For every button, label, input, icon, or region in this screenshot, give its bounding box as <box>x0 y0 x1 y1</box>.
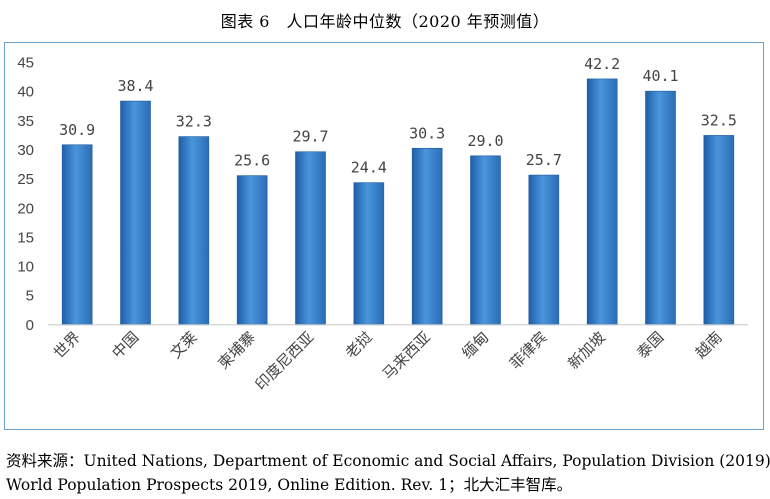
data-label: 24.4 <box>351 159 387 177</box>
data-label: 42.2 <box>584 55 620 73</box>
bar <box>353 182 385 326</box>
bar <box>703 135 735 326</box>
y-tick-label: 40 <box>17 84 34 101</box>
y-tick-label: 35 <box>17 113 34 130</box>
bar <box>528 174 560 326</box>
x-tick-label: 文莱 <box>167 328 201 362</box>
y-tick-label: 10 <box>17 259 34 276</box>
bar <box>61 144 93 326</box>
data-label: 29.0 <box>467 132 503 150</box>
x-tick-label: 泰国 <box>633 328 667 362</box>
bars: 30.9 38.4 32.3 25.6 29.7 24.4 30.3 29.0 25.7 42.2… <box>59 55 737 326</box>
data-label: 25.6 <box>234 152 270 170</box>
y-tick-label: 45 <box>17 55 34 72</box>
bar-chart: 0 5 10 15 20 25 30 35 40 45 30.9 38.4 32.3 25.6 29.7 2… <box>17 55 748 394</box>
x-tick-label: 缅甸 <box>458 328 492 362</box>
y-axis: 0 5 10 15 20 25 30 35 40 45 <box>17 55 34 334</box>
y-tick-label: 20 <box>17 200 34 217</box>
y-tick-label: 30 <box>17 142 34 159</box>
bar <box>470 155 501 326</box>
bar <box>411 147 443 326</box>
y-tick-label: 15 <box>17 229 34 246</box>
bar <box>178 136 210 326</box>
bar <box>236 175 268 326</box>
y-tick-label: 25 <box>17 171 34 188</box>
x-tick-label: 印度尼西亚 <box>252 328 318 394</box>
bar <box>645 90 676 326</box>
x-tick-label: 越南 <box>692 328 726 362</box>
data-label: 29.7 <box>292 128 328 146</box>
x-tick-label: 菲律宾 <box>506 328 551 373</box>
data-label: 25.7 <box>526 151 562 169</box>
x-tick-label: 世界 <box>50 328 84 362</box>
y-tick-label: 5 <box>26 288 34 305</box>
source-note-line-1: 资料来源：United Nations, Department of Econo… <box>6 452 770 470</box>
x-tick-label: 柬埔寨 <box>214 328 259 373</box>
bar <box>586 78 618 326</box>
data-label: 32.5 <box>701 111 737 129</box>
x-tick-label: 马来西亚 <box>379 328 434 383</box>
source-note-line-2: World Population Prospects 2019, Online … <box>6 476 573 494</box>
y-tick-label: 0 <box>26 317 34 334</box>
data-label: 30.9 <box>59 121 95 139</box>
chart-title: 图表 6 人口年龄中位数（2020 年预测值） <box>220 12 550 31</box>
data-label: 32.3 <box>176 113 212 131</box>
bar <box>295 151 326 326</box>
bar <box>120 100 151 326</box>
data-label: 40.1 <box>642 67 678 85</box>
x-tick-label: 新加坡 <box>564 328 609 373</box>
data-label: 30.3 <box>409 124 445 142</box>
data-label: 38.4 <box>117 77 153 95</box>
x-tick-label: 老挝 <box>342 328 376 362</box>
x-tick-label: 中国 <box>108 328 142 362</box>
